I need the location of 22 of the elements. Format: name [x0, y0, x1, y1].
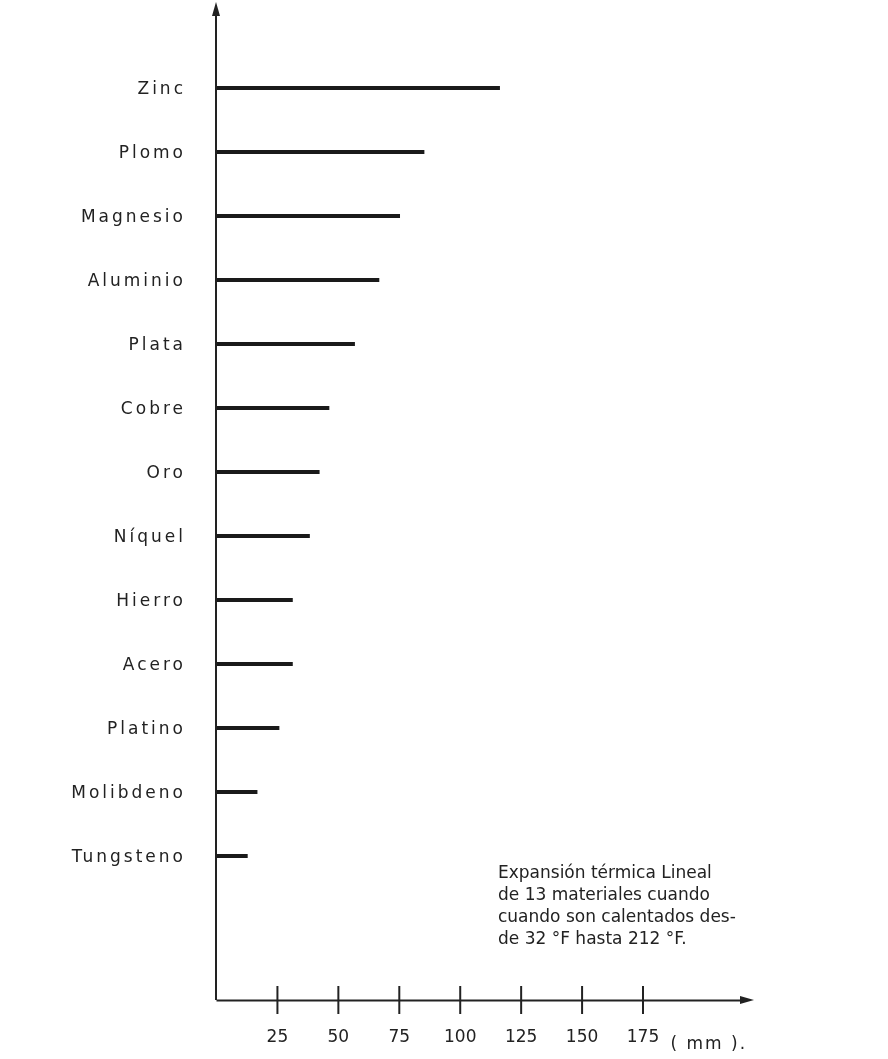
y-tick-label: Plata: [128, 334, 186, 354]
y-tick-label: Zinc: [137, 78, 186, 98]
y-tick-label: Acero: [122, 654, 186, 674]
y-tick-label: Oro: [146, 462, 186, 482]
x-tick-label: 25: [266, 1026, 289, 1047]
x-tick-label: 125: [504, 1026, 538, 1047]
x-tick-label: 150: [565, 1026, 599, 1047]
x-axis-title: ( mm ).: [670, 1033, 748, 1053]
x-tick-label: 75: [388, 1026, 411, 1047]
y-tick-label: Níquel: [113, 526, 186, 546]
x-tick-label: 100: [443, 1026, 477, 1047]
y-tick-label: Cobre: [120, 398, 186, 418]
annotation: Expansión térmica Lineal de 13 materiales cuando cuando son calentados des- de 32 °F hasta 212 °F.: [498, 862, 736, 948]
y-tick-label: Hierro: [116, 590, 186, 610]
x-tick-label: 50: [327, 1026, 350, 1047]
y-tick-label: Platino: [107, 718, 186, 738]
y-tick-label: Molibdeno: [71, 782, 186, 802]
y-tick-label: Aluminio: [87, 270, 186, 290]
y-tick-label: Tungsteno: [70, 846, 186, 866]
y-tick-label: Plomo: [118, 142, 186, 162]
y-tick-label: Magnesio: [80, 206, 186, 226]
x-tick-label: 175: [626, 1026, 660, 1047]
